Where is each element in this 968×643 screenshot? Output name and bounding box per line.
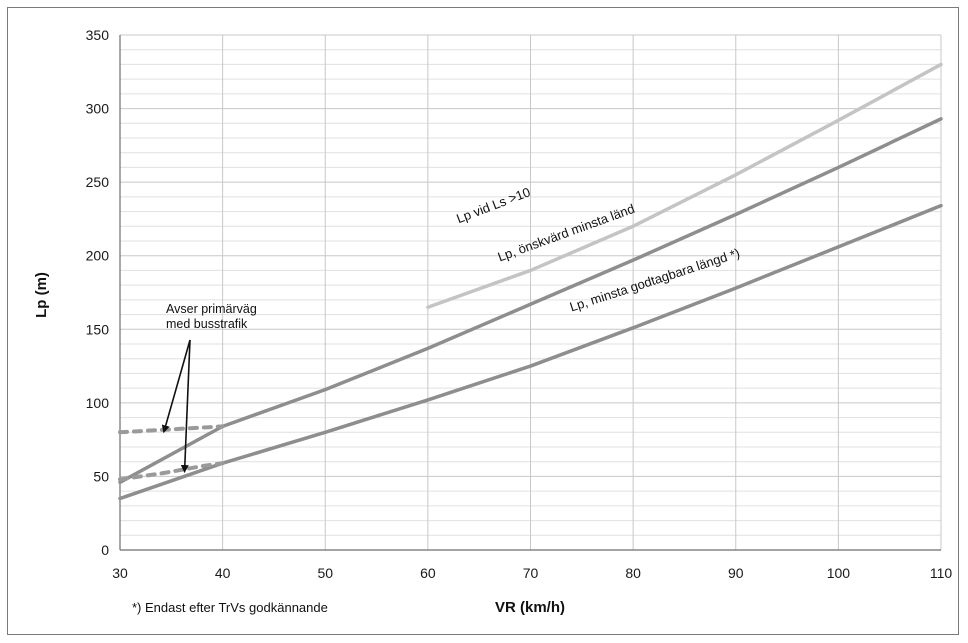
series-line-2 — [118, 203, 943, 501]
dashed-line-3 — [118, 424, 225, 435]
series-group — [118, 62, 943, 501]
y-tick-label: 350 — [86, 27, 110, 43]
x-tick-label: 70 — [523, 565, 539, 581]
y-tick-label: 50 — [93, 468, 109, 484]
y-tick-label: 200 — [86, 248, 110, 264]
x-tick-labels: 30 40 50 60 70 80 90 100 110 — [112, 565, 952, 581]
footnote: *) Endast efter TrVs godkännande — [132, 600, 328, 615]
annotation-text-line: med busstrafik — [166, 317, 248, 331]
x-tick-label: 50 — [317, 565, 333, 581]
x-tick-label: 110 — [930, 565, 953, 581]
x-axis-label: VR (km/h) — [495, 599, 565, 616]
y-axis-label: Lp (m) — [33, 272, 50, 318]
axes — [119, 35, 941, 551]
y-tick-label: 300 — [86, 101, 110, 117]
x-tick-label: 60 — [420, 565, 436, 581]
annotation-arrow — [180, 339, 191, 474]
series-line-0 — [426, 62, 943, 309]
annotation-text-line: Avser primärväg — [166, 302, 257, 316]
y-tick-label: 150 — [86, 321, 110, 337]
annotation-arrow — [161, 339, 191, 434]
y-tick-labels: 0 50 100 150 200 250 300 350 — [86, 27, 110, 558]
series-line-1 — [118, 117, 943, 485]
y-tick-label: 100 — [86, 395, 110, 411]
x-tick-label: 40 — [215, 565, 231, 581]
x-tick-label: 90 — [728, 565, 744, 581]
x-tick-label: 100 — [827, 565, 851, 581]
x-tick-label: 30 — [112, 565, 128, 581]
y-tick-label: 250 — [86, 174, 110, 190]
y-tick-label: 0 — [101, 542, 109, 558]
x-tick-label: 80 — [625, 565, 641, 581]
